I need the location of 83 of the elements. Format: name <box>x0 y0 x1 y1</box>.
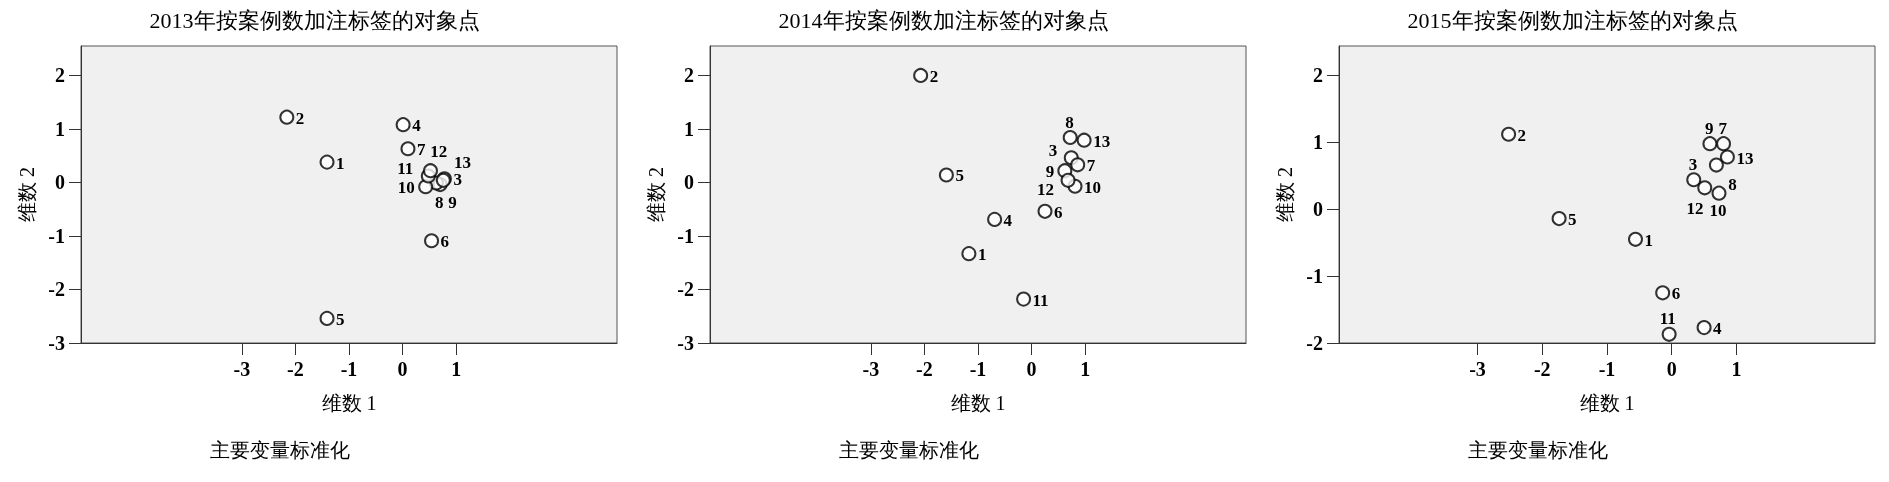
annotation: 7 <box>1718 118 1728 138</box>
text: 主要变量标准化 <box>210 439 350 461</box>
annotation: 4 <box>1713 319 1723 339</box>
x-axis-title: 维数 1 <box>950 392 1006 414</box>
annotation: 11 <box>1659 309 1676 329</box>
y-tick-label: -3 <box>48 332 65 354</box>
y-tick-label: -2 <box>1306 332 1323 354</box>
annotation: 8 <box>435 192 444 212</box>
annotation: 7 <box>1086 156 1096 176</box>
y-tick-label: -1 <box>48 224 65 247</box>
x-tick-label: -2 <box>1533 358 1551 380</box>
annotation: 5 <box>955 166 964 186</box>
x-tick-label: 1 <box>1080 358 1091 380</box>
text: 主要变量标准化 <box>1468 439 1608 461</box>
y-tick-label: 0 <box>684 171 694 194</box>
annotation: 2 <box>929 66 939 86</box>
x-axis-title: 维数 1 <box>321 392 377 414</box>
annotation: 3 <box>453 170 462 190</box>
annotation: 6 <box>1671 284 1681 304</box>
y-tick-label: -3 <box>677 332 694 354</box>
chart-title: 2014年按案例数加注标签的对象点 <box>778 7 1109 33</box>
annotation: 5 <box>336 309 345 329</box>
annotation: 11 <box>1032 290 1049 310</box>
y-tick-label: 1 <box>55 117 65 140</box>
text: 主要变量标准化 <box>839 439 979 461</box>
chart-title: 2015年按案例数加注标签的对象点 <box>1407 7 1738 33</box>
y-tick-label: -1 <box>677 224 694 247</box>
x-tick-label: 1 <box>1731 358 1742 380</box>
y-tick-label: 2 <box>1313 64 1323 87</box>
annotation: 9 <box>1704 118 1714 138</box>
annotation: 8 <box>1728 175 1737 195</box>
annotation: 3 <box>1048 140 1058 160</box>
annotation: 9 <box>1045 162 1055 182</box>
annotation: 1 <box>1644 230 1653 250</box>
x-tick-label: -1 <box>1598 358 1616 380</box>
annotation: 3 <box>1688 154 1698 174</box>
y-axis-title: 维数 2 <box>16 167 39 222</box>
annotation: 10 <box>1084 177 1102 197</box>
y-tick-label: -1 <box>1306 265 1323 288</box>
annotation: 9 <box>448 193 457 213</box>
annotation: 6 <box>1054 202 1063 222</box>
annotation: 13 <box>453 153 471 173</box>
y-axis-title: 维数 2 <box>645 167 668 222</box>
x-tick-label: -3 <box>862 358 880 380</box>
x-tick-label: 0 <box>1666 358 1677 380</box>
y-tick-label: 1 <box>1313 131 1323 154</box>
annotation: 13 <box>1093 131 1111 151</box>
y-tick-label: -2 <box>48 278 65 301</box>
annotation: 7 <box>416 140 426 160</box>
y-tick-label: 0 <box>55 171 65 194</box>
y-tick-label: -2 <box>677 278 694 301</box>
annotation: 13 <box>1736 148 1754 168</box>
y-tick-label: 2 <box>684 64 694 87</box>
annotation: 11 <box>397 159 414 179</box>
x-tick-label: -3 <box>1469 358 1486 380</box>
x-axis-title: 维数 1 <box>1579 392 1635 414</box>
annotation: 12 <box>1686 199 1704 219</box>
y-tick-label: 0 <box>1313 198 1323 221</box>
annotation: 12 <box>430 142 448 162</box>
x-tick-label: -3 <box>233 358 251 380</box>
annotation: 2 <box>295 108 305 128</box>
x-tick-label: -2 <box>916 358 933 380</box>
annotation: 1 <box>977 245 987 265</box>
x-tick-label: 1 <box>451 358 462 380</box>
x-tick-label: -1 <box>340 358 358 380</box>
annotation: 8 <box>1065 112 1074 132</box>
x-tick-label: -2 <box>287 358 304 380</box>
y-axis-title: 维数 2 <box>1274 167 1297 222</box>
annotation: 2 <box>1517 125 1527 145</box>
annotation: 4 <box>412 116 422 136</box>
x-tick-label: 0 <box>1026 358 1037 380</box>
annotation: 10 <box>1709 201 1727 221</box>
y-tick-label: 2 <box>55 64 65 87</box>
x-tick-label: 0 <box>397 358 408 380</box>
annotation: 12 <box>1036 180 1054 200</box>
annotation: 6 <box>440 232 450 252</box>
annotation: 10 <box>397 178 415 198</box>
annotation: 4 <box>1003 210 1013 230</box>
y-tick-label: 1 <box>684 117 694 140</box>
x-tick-label: -1 <box>969 358 987 380</box>
annotation: 1 <box>336 153 345 173</box>
chart-title: 2013年按案例数加注标签的对象点 <box>149 7 480 33</box>
annotation: 5 <box>1568 210 1577 230</box>
